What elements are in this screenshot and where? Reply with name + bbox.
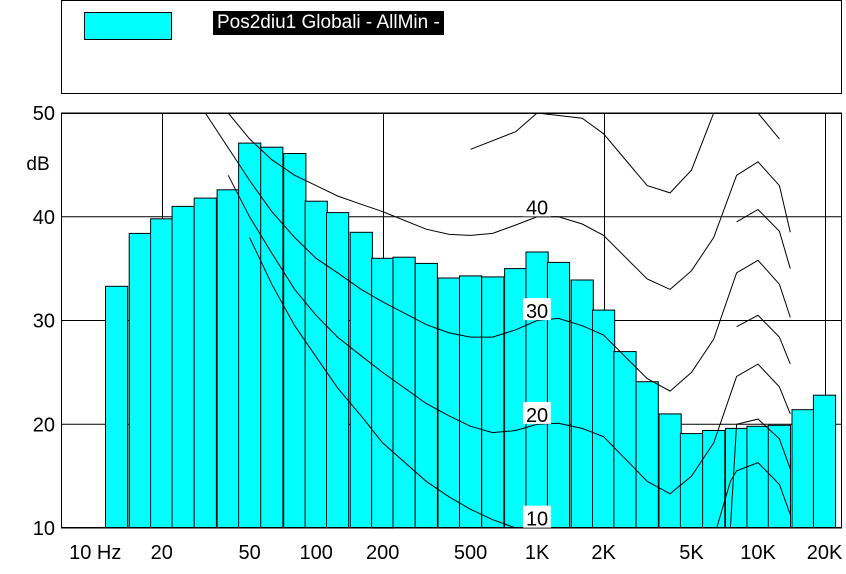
contour-label-bg bbox=[523, 194, 552, 217]
x-tick-label: 2K bbox=[591, 542, 616, 564]
bar bbox=[349, 231, 373, 529]
legend-swatch bbox=[84, 12, 172, 40]
x-tick-label: 500 bbox=[454, 542, 487, 564]
x-tick-label: 50 bbox=[239, 542, 261, 564]
contour-label: 20 bbox=[526, 405, 548, 427]
contour-line bbox=[204, 113, 791, 392]
label-layer: 50 40 30 20 10 40 30 20 10 10 Hz 20 50 100 200 500 1K 2K… bbox=[33, 103, 843, 564]
contour-label: 40 bbox=[526, 197, 548, 219]
bar bbox=[459, 275, 483, 529]
bar bbox=[725, 427, 749, 529]
plot-frame bbox=[61, 113, 842, 528]
bar bbox=[216, 189, 240, 529]
contour-layer bbox=[204, 113, 791, 528]
bar bbox=[481, 276, 505, 529]
bar bbox=[746, 425, 770, 529]
bar bbox=[658, 413, 682, 529]
bar bbox=[150, 218, 174, 529]
contour-line bbox=[470, 113, 715, 194]
bar bbox=[414, 262, 438, 529]
x-tick-label: 100 bbox=[299, 542, 332, 564]
bar bbox=[635, 381, 659, 529]
x-tick-label: 1K bbox=[525, 542, 550, 564]
bar bbox=[193, 197, 217, 529]
bar bbox=[812, 394, 837, 529]
contour-label-bg bbox=[523, 505, 552, 528]
y-tick-label: 10 bbox=[33, 518, 55, 540]
contour-line bbox=[227, 175, 791, 495]
legend-label: Pos2diu1 Globali - AllMin - bbox=[213, 11, 444, 35]
bar bbox=[570, 279, 594, 529]
y-tick-label: 40 bbox=[33, 207, 55, 229]
contour-label-bg bbox=[523, 401, 552, 424]
bar bbox=[791, 409, 815, 529]
contour-label-bg bbox=[523, 298, 552, 321]
x-tick-label: 10K bbox=[740, 542, 776, 564]
contour-line bbox=[729, 418, 791, 528]
x-tick-label: 20 bbox=[151, 542, 173, 564]
y-axis-label: dB bbox=[26, 154, 49, 175]
x-tick-label: 5K bbox=[679, 542, 704, 564]
y-tick-label: 30 bbox=[33, 311, 55, 333]
x-tick-label: 20K bbox=[807, 542, 843, 564]
x-tick-label: 10 Hz bbox=[69, 542, 121, 564]
bar bbox=[613, 351, 637, 529]
x-tick-label: 200 bbox=[366, 542, 399, 564]
bar bbox=[283, 153, 307, 529]
bar bbox=[392, 256, 416, 529]
contour-label: 30 bbox=[526, 301, 548, 323]
bar bbox=[171, 205, 195, 529]
bar bbox=[326, 212, 350, 529]
contour-line bbox=[757, 113, 780, 140]
contour-line bbox=[736, 208, 791, 269]
bar-layer bbox=[105, 142, 837, 529]
contour-line bbox=[736, 314, 791, 365]
bar bbox=[260, 146, 284, 529]
contour-line bbox=[716, 462, 791, 528]
y-tick-label: 50 bbox=[33, 103, 55, 125]
frame-layer bbox=[61, 113, 842, 528]
bar bbox=[525, 251, 549, 529]
contour-line bbox=[227, 113, 791, 290]
legend-box: Pos2diu1 Globali - AllMin - bbox=[61, 0, 842, 94]
bar bbox=[437, 277, 461, 529]
contour-line bbox=[249, 237, 516, 528]
contour-label: 10 bbox=[526, 509, 548, 531]
y-tick-label: 20 bbox=[33, 414, 55, 436]
bar bbox=[128, 232, 152, 529]
bar bbox=[679, 433, 704, 529]
bar bbox=[105, 285, 129, 529]
bar bbox=[371, 257, 395, 529]
